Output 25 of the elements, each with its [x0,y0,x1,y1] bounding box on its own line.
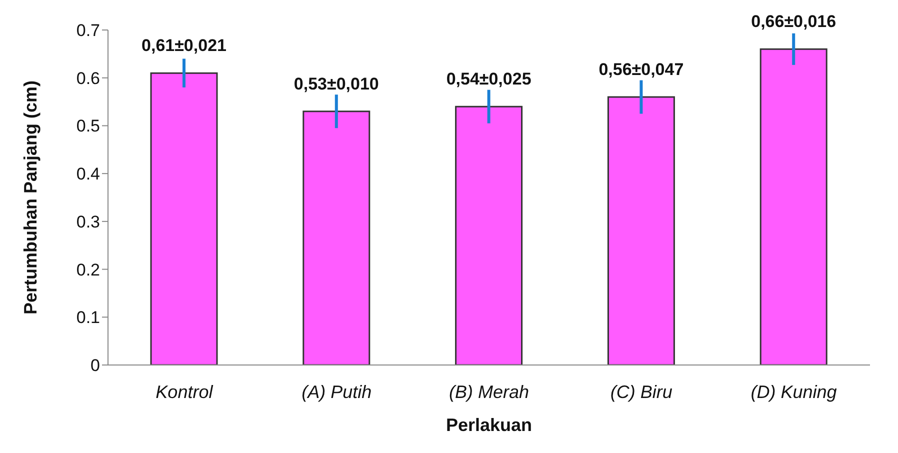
y-tick-label: 0.4 [76,164,100,184]
bar [760,48,828,365]
x-axis-title: Perlakuan [446,415,532,435]
bar [607,96,675,365]
data-label: 0,56±0,047 [598,60,684,79]
x-tick-label: (D) Kuning [750,382,837,402]
y-tick-label: 0.5 [76,116,100,136]
y-tick-label: 0.3 [76,212,100,232]
data-label: 0,66±0,016 [751,12,836,32]
bar [302,110,370,365]
x-tick-label: Kontrol [156,382,214,402]
y-tick-label: 0.6 [76,68,100,88]
y-axis-title: Pertumbuhan Panjang (cm) [20,80,40,315]
bar [150,72,218,365]
x-tick-label: (A) Putih [302,382,372,402]
y-tick-label: 0.2 [76,260,100,280]
x-tick-label: (B) Merah [448,382,530,402]
bar [455,106,523,365]
y-tick-label: 0.7 [76,21,100,40]
y-tick-label: 0.1 [76,308,100,328]
y-tick-label: 0 [90,356,100,376]
data-label: 0,54±0,025 [446,70,532,89]
data-label: 0,53±0,010 [294,74,379,94]
x-tick-label: (C) Biru [610,382,672,402]
data-label: 0,61±0,021 [142,36,226,56]
